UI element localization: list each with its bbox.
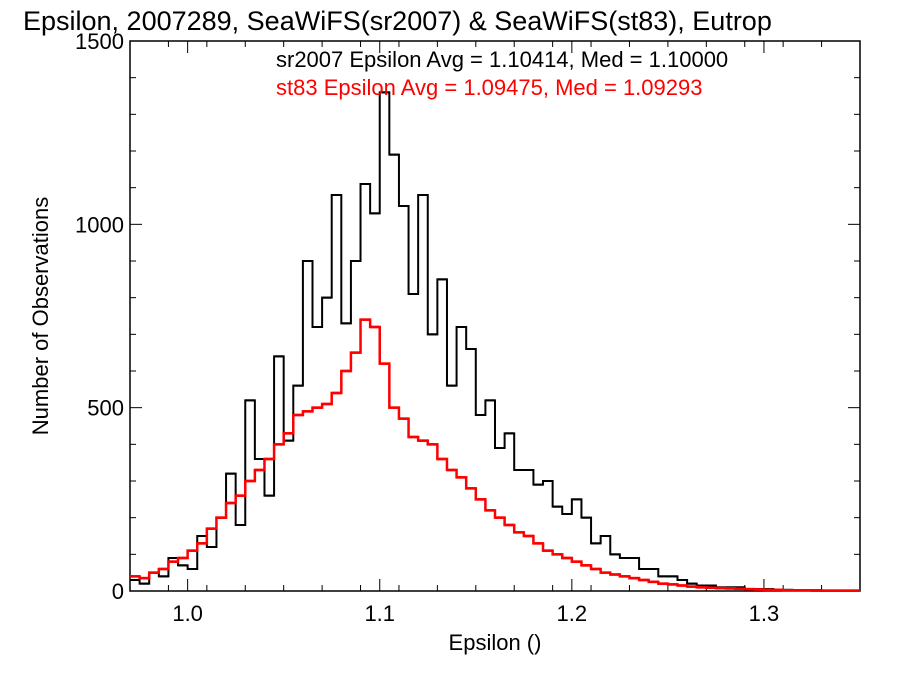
series-group	[130, 91, 860, 592]
y-tick-label: 1000	[75, 212, 124, 237]
plot-frame	[129, 40, 861, 592]
x-tick-label: 1.3	[749, 601, 780, 626]
annotation-st83: st83 Epsilon Avg = 1.09475, Med = 1.0929…	[276, 75, 702, 100]
chart-title: Epsilon, 2007289, SeaWiFS(sr2007) & SeaW…	[23, 6, 772, 36]
x-tick-label: 1.1	[364, 601, 395, 626]
y-tick-label: 0	[112, 579, 124, 604]
x-tick-label: 1.0	[172, 601, 203, 626]
y-tick-label: 500	[87, 396, 124, 421]
y-axis-label: Number of Observations	[28, 197, 53, 435]
y-tick-label: 1500	[75, 29, 124, 54]
annotation-sr2007: sr2007 Epsilon Avg = 1.10414, Med = 1.10…	[276, 47, 728, 72]
x-axis-label: Epsilon ()	[449, 630, 542, 655]
x-tick-label: 1.2	[557, 601, 588, 626]
ticks-group: 1.0 1.1 1.2 1.3 0 500 1000 1500	[75, 29, 861, 626]
series-line-st83	[130, 318, 860, 592]
